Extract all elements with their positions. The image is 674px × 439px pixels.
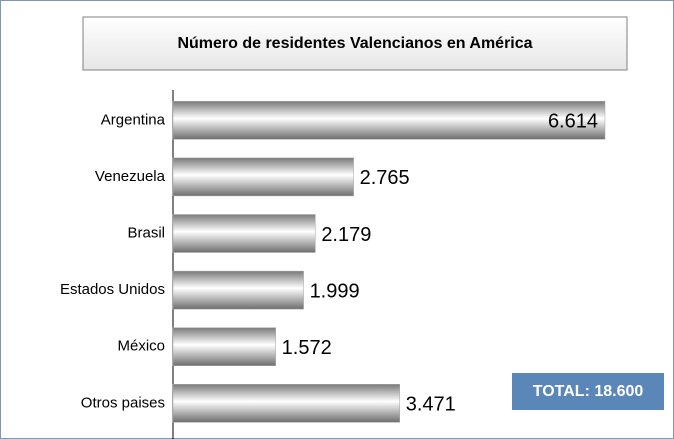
value-label: 1.999 — [310, 280, 360, 302]
value-label: 6.614 — [548, 111, 598, 133]
y-tick-label: Estados Unidos — [60, 281, 165, 298]
bar — [172, 157, 354, 197]
value-label: 1.572 — [282, 337, 332, 359]
y-tick-label: México — [117, 338, 165, 355]
value-label: 2.179 — [321, 224, 371, 246]
bar — [172, 101, 606, 140]
title-box — [82, 16, 628, 71]
chart-title: Número de residentes Valencianos en Amér… — [177, 35, 532, 52]
total-annotation: TOTAL: 18.600 — [533, 383, 644, 400]
bar — [172, 270, 304, 310]
value-label: 3.471 — [406, 394, 456, 416]
y-tick-label: Argentina — [101, 111, 166, 128]
value-label: 2.765 — [360, 167, 410, 189]
y-tick-label: Venezuela — [95, 168, 166, 185]
bar — [172, 214, 316, 253]
bar — [172, 384, 400, 423]
y-tick-label: Otros paises — [81, 394, 165, 411]
bar — [172, 327, 276, 366]
y-tick-label: Brasil — [127, 224, 165, 241]
total-box — [512, 373, 664, 410]
